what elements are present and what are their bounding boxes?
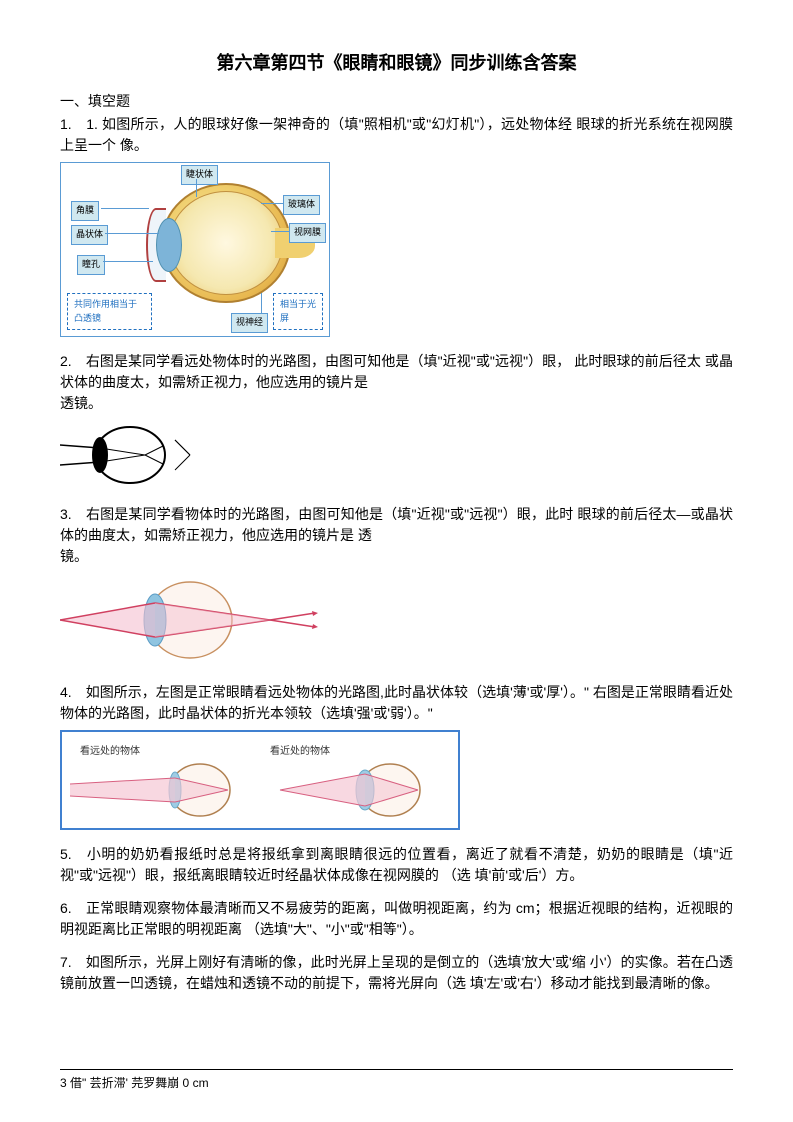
figure-3 <box>60 573 733 668</box>
question-4: 4. 如图所示，左图是正常眼睛看远处物体的光路图,此时晶状体较（选填'薄'或'厚… <box>60 682 733 724</box>
panel-near-label: 看近处的物体 <box>270 744 330 759</box>
label-ciliary: 晶状体 <box>71 225 108 245</box>
question-7-text: 7. 如图所示，光屏上刚好有清晰的像，此时光屏上呈现的是倒立的（选填'放大'或'… <box>60 952 733 994</box>
eye-anatomy-diagram: 睫状体 角膜 晶状体 瞳孔 玻璃体 视网膜 视神经 共同作用相当于凸透镜 相当于… <box>60 162 330 337</box>
question-4-text: 4. 如图所示，左图是正常眼睛看远处物体的光路图,此时晶状体较（选填'薄'或'厚… <box>60 682 733 724</box>
myopia-ray-diagram <box>60 420 200 490</box>
section-heading: 一、填空题 <box>60 91 733 112</box>
pointer <box>105 233 159 234</box>
page-footer: 3 借" 芸折滞' 芫罗舞崩 0 cm <box>60 1069 733 1092</box>
callout-left: 共同作用相当于凸透镜 <box>67 293 152 330</box>
question-6-text: 6. 正常眼睛观察物体最清晰而又不易疲劳的距离，叫做明视距离，约为 cm；根据近… <box>60 898 733 940</box>
question-2-text: 2. 右图是某同学看远处物体时的光路图，由图可知他是（填"近视"或"远视"）眼，… <box>60 351 733 393</box>
label-cornea: 角膜 <box>71 201 99 221</box>
figure-4: 看远处的物体 看近处的物体 <box>60 730 733 830</box>
label-vitreous: 玻璃体 <box>283 195 320 215</box>
figure-2 <box>60 420 733 490</box>
question-3-text: 3. 右图是某同学看物体时的光路图，由图可知他是（填"近视"或"远视"）眼，此时… <box>60 504 733 546</box>
question-2-suffix: 透镜。 <box>60 393 733 414</box>
label-pupil: 瞳孔 <box>77 255 105 275</box>
question-3: 3. 右图是某同学看物体时的光路图，由图可知他是（填"近视"或"远视"）眼，此时… <box>60 504 733 567</box>
panel-near: 看近处的物体 <box>260 740 450 820</box>
question-5: 5. 小明的奶奶看报纸时总是将报纸拿到离眼睛很远的位置看，离近了就看不清楚，奶奶… <box>60 844 733 886</box>
question-1: 1. 1. 如图所示，人的眼球好像一架神奇的（填"照相机"或"幻灯机"），远处物… <box>60 114 733 156</box>
pointer <box>101 208 149 209</box>
pointer <box>196 179 197 197</box>
hyperopia-ray-diagram <box>60 573 320 668</box>
panel-far-label: 看远处的物体 <box>80 744 140 759</box>
pointer <box>261 203 283 204</box>
pointer <box>103 261 153 262</box>
footer-text: 3 借" 芸折滞' 芫罗舞崩 0 cm <box>60 1076 209 1090</box>
question-1-text: 1. 1. 如图所示，人的眼球好像一架神奇的（填"照相机"或"幻灯机"），远处物… <box>60 114 733 156</box>
lens-shape <box>156 218 182 272</box>
page-title: 第六章第四节《眼睛和眼镜》同步训练含答案 <box>60 50 733 77</box>
question-7: 7. 如图所示，光屏上刚好有清晰的像，此时光屏上呈现的是倒立的（选填'放大'或'… <box>60 952 733 994</box>
label-retina: 视网膜 <box>289 223 326 243</box>
question-5-text: 5. 小明的奶奶看报纸时总是将报纸拿到离眼睛很远的位置看，离近了就看不清楚，奶奶… <box>60 844 733 886</box>
panel-far: 看远处的物体 <box>70 740 260 820</box>
question-3-suffix: 镜。 <box>60 546 733 567</box>
question-2: 2. 右图是某同学看远处物体时的光路图，由图可知他是（填"近视"或"远视"）眼，… <box>60 351 733 414</box>
figure-1: 睫状体 角膜 晶状体 瞳孔 玻璃体 视网膜 视神经 共同作用相当于凸透镜 相当于… <box>60 162 733 337</box>
normal-eye-diagrams: 看远处的物体 看近处的物体 <box>60 730 460 830</box>
label-lens-top: 睫状体 <box>181 165 218 185</box>
label-nerve: 视神经 <box>231 313 268 333</box>
pointer <box>271 231 289 232</box>
question-6: 6. 正常眼睛观察物体最清晰而又不易疲劳的距离，叫做明视距离，约为 cm；根据近… <box>60 898 733 940</box>
pointer <box>261 293 262 313</box>
callout-right: 相当于光屏 <box>273 293 323 330</box>
